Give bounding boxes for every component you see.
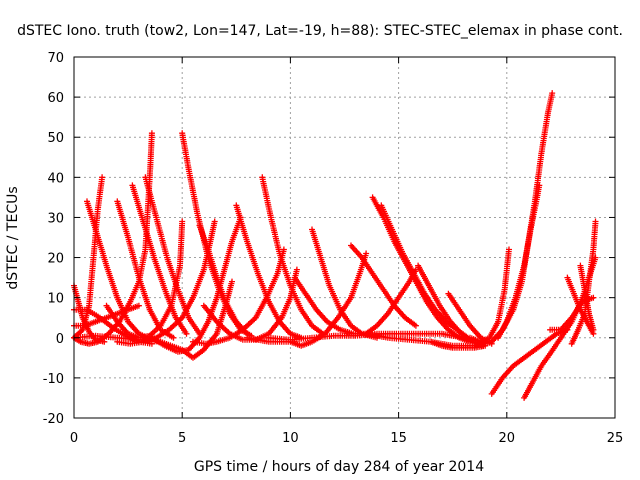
y-tick-label: 70 [47, 51, 64, 66]
data-series [568, 218, 599, 347]
y-axis-label: dSTEC / TECUs [5, 186, 21, 289]
data-series [129, 182, 190, 337]
data-point-marker [229, 278, 235, 285]
x-tick-label: 0 [70, 431, 78, 446]
data-series [348, 242, 419, 329]
x-tick-label: 20 [499, 431, 516, 446]
data-point-marker [280, 246, 287, 253]
data-series [71, 174, 106, 341]
y-tick-label: -10 [43, 372, 64, 387]
x-tick-label: 10 [282, 431, 299, 446]
y-tick-label: 40 [47, 171, 64, 186]
data-point-marker [179, 218, 186, 225]
data-point-marker [536, 182, 543, 189]
data-point-marker [99, 174, 106, 181]
data-point-marker [170, 334, 177, 341]
data-point-marker [590, 326, 597, 333]
data-point-marker [363, 250, 370, 257]
y-tick-label: 50 [47, 131, 64, 146]
data-point-marker [549, 90, 556, 97]
y-tick-label: 20 [47, 252, 64, 267]
data-point-marker [211, 218, 218, 225]
y-tick-label: 10 [47, 292, 64, 307]
chart-title: dSTEC Iono. truth (tow2, Lon=147, Lat=-1… [17, 23, 623, 39]
data-point-marker [293, 266, 300, 273]
data-point-marker [412, 322, 419, 329]
data-point-marker [148, 130, 155, 137]
data-point-marker [183, 330, 190, 337]
data-series [467, 246, 512, 345]
plot-frame [73, 56, 616, 419]
data-series [148, 214, 244, 355]
data-series [577, 262, 597, 333]
x-tick-label: 25 [607, 431, 624, 446]
data-series [495, 182, 543, 341]
data-point-marker [592, 218, 599, 225]
data-point-marker [506, 246, 512, 253]
y-tick-label: 0 [56, 332, 64, 347]
x-tick-label: 15 [390, 431, 407, 446]
y-tick-label: 60 [47, 91, 64, 106]
tick-layer: 0 5 10 15 20 25 -20 -10 0 10 20 30 40 50 60 70 [43, 51, 624, 446]
x-tick-label: 5 [178, 431, 186, 446]
data-point-marker [590, 294, 597, 301]
x-axis-label: GPS time / hours of day 284 of year 2014 [194, 459, 484, 475]
y-tick-label: 30 [47, 211, 64, 226]
data-point-marker [135, 302, 142, 309]
data-layer [71, 90, 599, 401]
y-tick-label: -20 [43, 412, 64, 427]
